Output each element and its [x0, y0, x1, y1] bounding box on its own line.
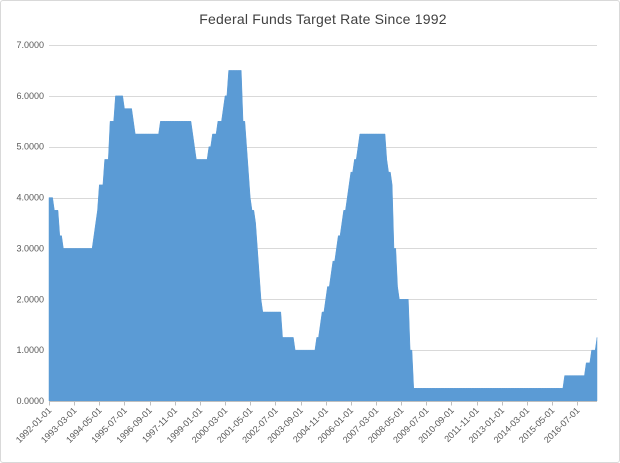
chart-title: Federal Funds Target Rate Since 1992 — [199, 11, 447, 27]
y-axis-label: 2.0000 — [16, 294, 44, 304]
y-axis-label: 3.0000 — [16, 243, 44, 253]
area-series — [48, 70, 598, 402]
y-axis-label: 5.0000 — [16, 142, 44, 152]
y-axis-label: 4.0000 — [16, 193, 44, 203]
y-axis-label: 0.0000 — [16, 396, 44, 406]
y-axis-label: 1.0000 — [16, 345, 44, 355]
y-axis-label: 6.0000 — [16, 91, 44, 101]
y-axis-label: 7.0000 — [16, 40, 44, 50]
